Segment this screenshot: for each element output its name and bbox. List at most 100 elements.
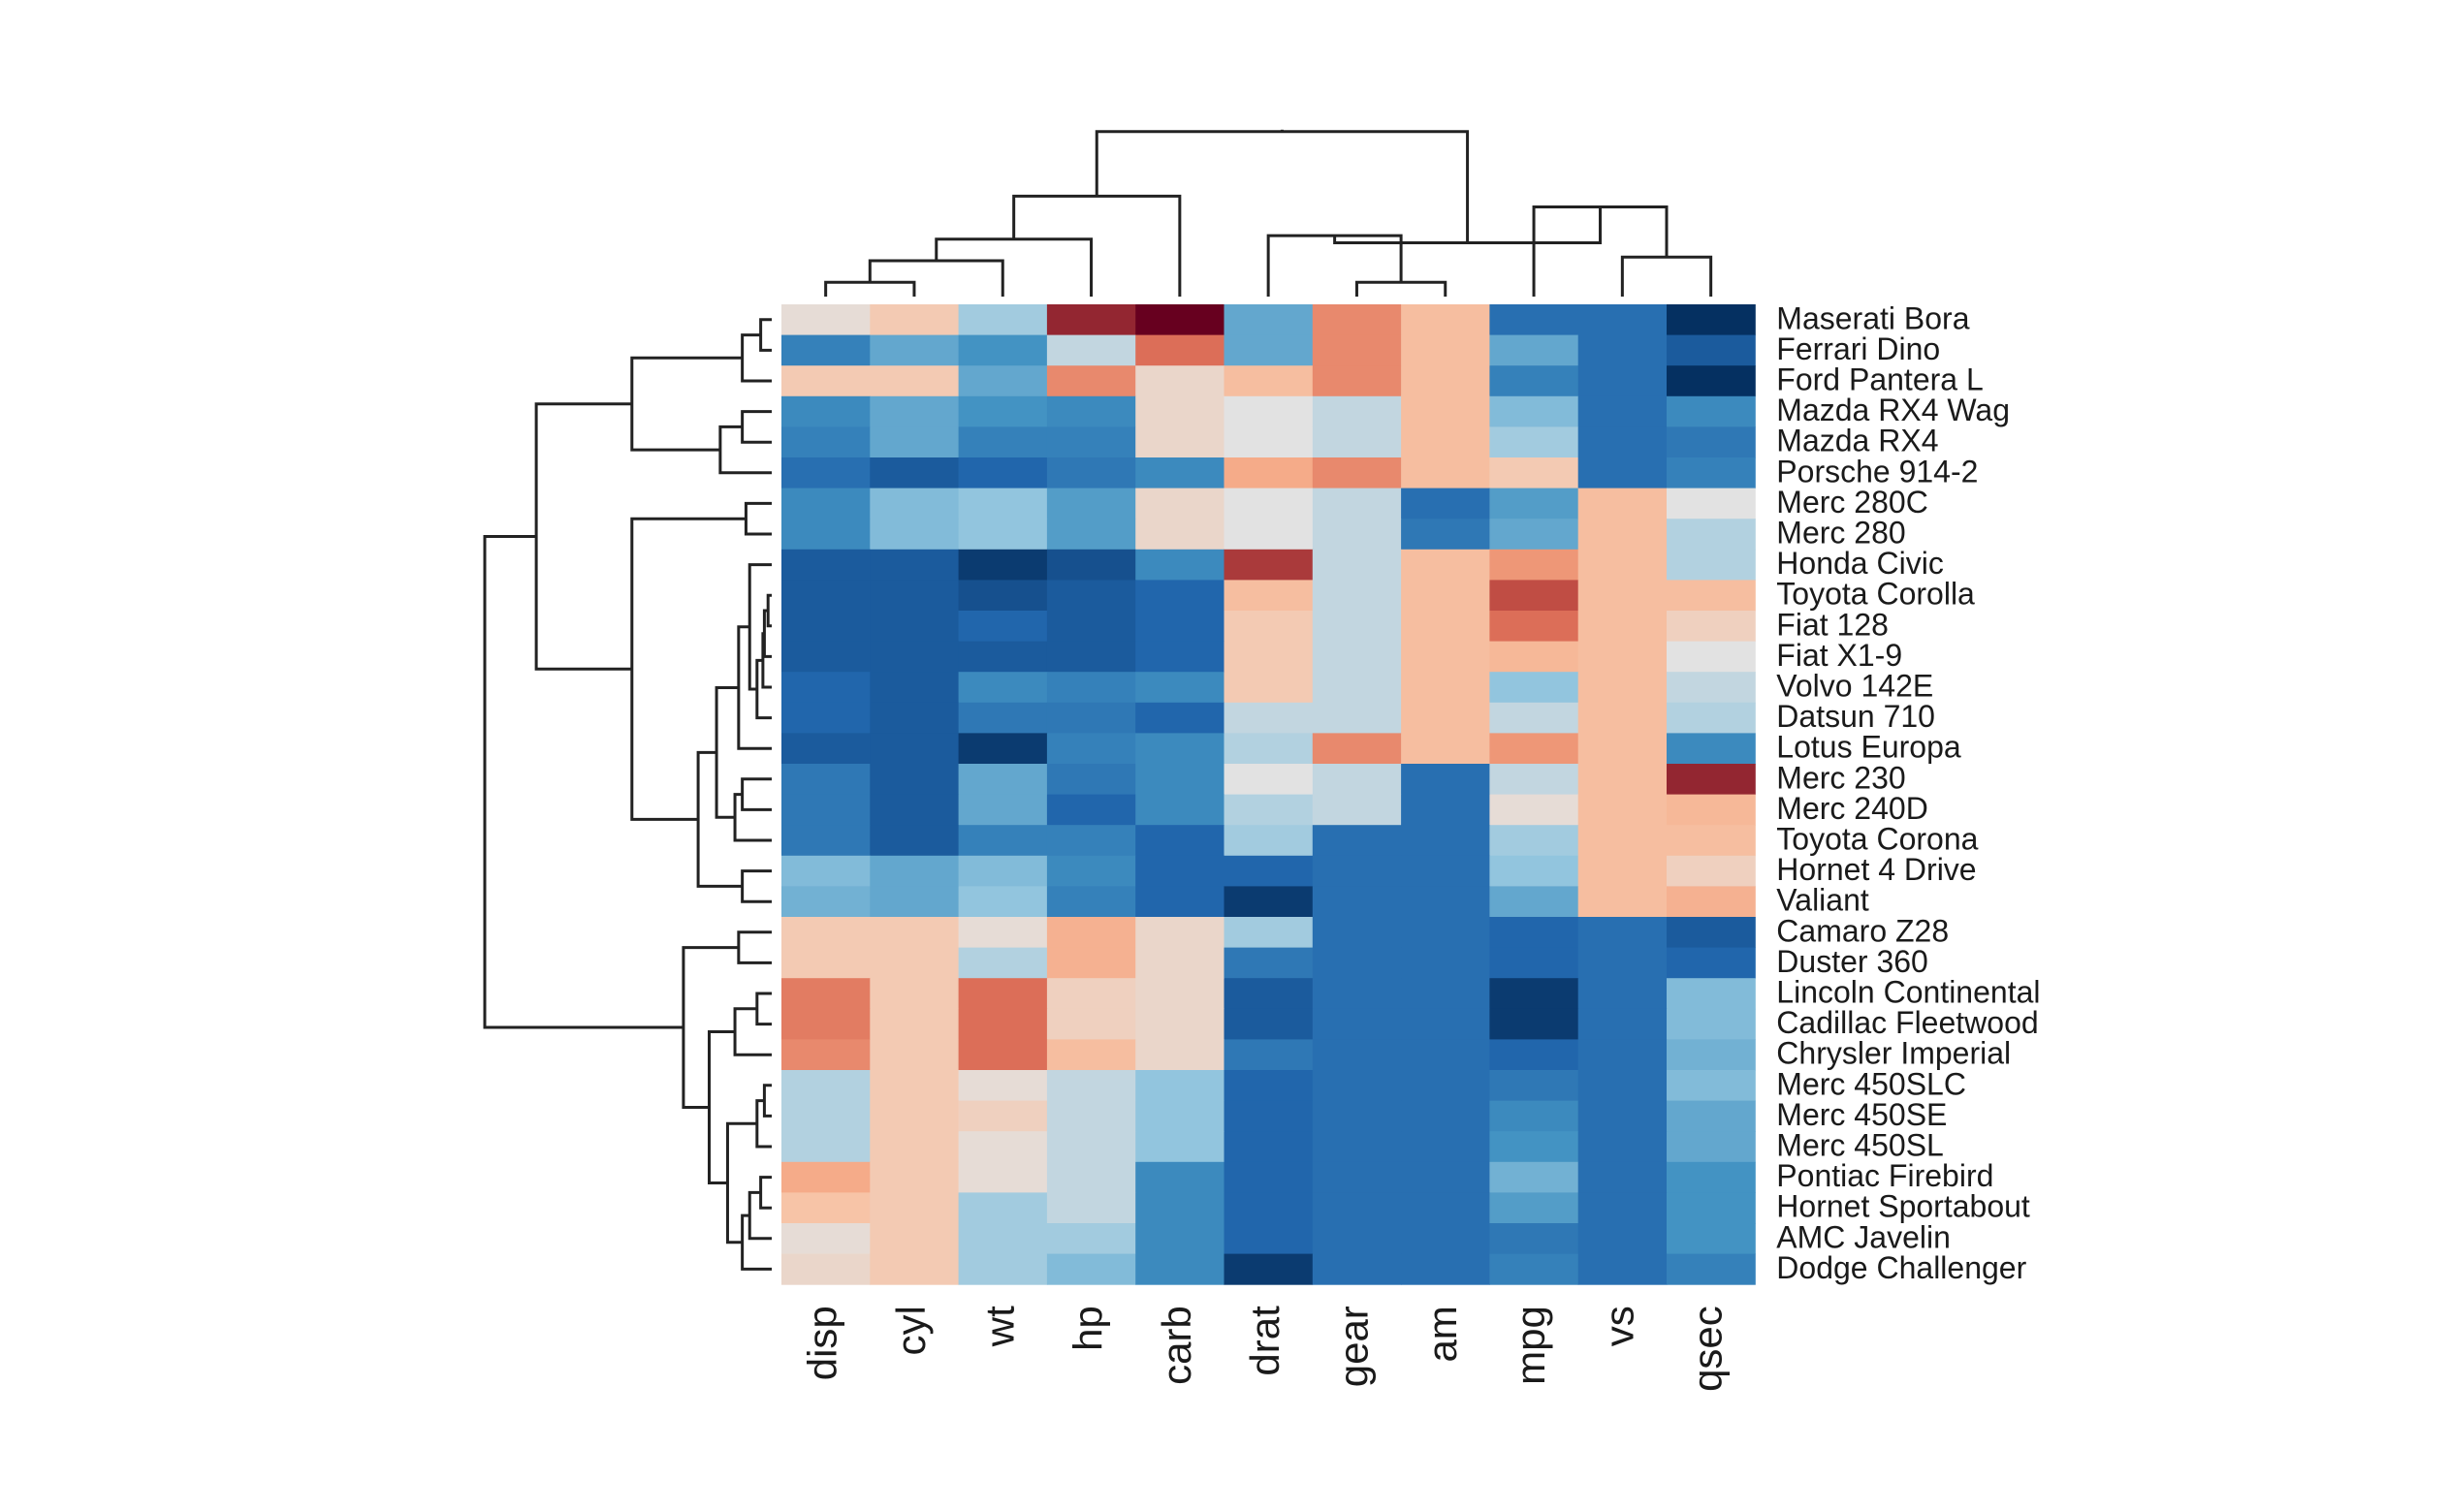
heatmap-cell	[1401, 794, 1490, 826]
heatmap-cell	[1224, 580, 1314, 612]
heatmap-cell	[1401, 978, 1490, 1010]
heatmap-cell	[870, 855, 960, 887]
heatmap-cell	[781, 519, 871, 551]
row-label: Ford Pantera L	[1776, 362, 1983, 396]
dendrogram-branch	[747, 1190, 772, 1241]
heatmap-cell	[1135, 426, 1224, 458]
heatmap-cell	[1135, 1192, 1224, 1224]
heatmap-cell	[1667, 1070, 1756, 1102]
dendrogram-branch	[483, 535, 684, 1029]
heatmap-cell	[1577, 334, 1668, 366]
row-label: Porsche 914-2	[1776, 454, 1978, 488]
dendrogram-branch	[733, 1007, 772, 1056]
heatmap-cell	[1224, 764, 1314, 796]
heatmap-cell	[781, 1070, 871, 1102]
heatmap-cell	[1401, 1100, 1490, 1132]
heatmap-cell	[1312, 426, 1402, 458]
row-label: Hornet 4 Drive	[1776, 852, 1976, 887]
dendrogram-branch	[759, 1176, 772, 1210]
dendrogram-branch	[747, 563, 772, 691]
heatmap-cell	[958, 549, 1048, 581]
heatmap-cell	[1046, 457, 1136, 489]
column-label: cyl	[888, 1306, 934, 1355]
heatmap-cell	[781, 488, 871, 520]
heatmap-cell	[1135, 886, 1224, 918]
heatmap-cell	[781, 549, 871, 581]
dendrogram-branch	[1354, 280, 1447, 297]
column-label: carb	[1154, 1306, 1199, 1385]
heatmap-cell	[870, 947, 960, 979]
heatmap-cell	[1224, 395, 1314, 427]
heatmap-cell	[958, 1131, 1048, 1163]
row-label: Merc 280C	[1776, 485, 1928, 520]
heatmap-cell	[1667, 304, 1756, 336]
heatmap-cell	[870, 917, 960, 949]
heatmap-cell	[781, 641, 871, 673]
row-label: Datsun 710	[1776, 699, 1935, 734]
heatmap-cell	[781, 1100, 871, 1132]
heatmap-cell	[870, 1100, 960, 1132]
heatmap-cell	[1577, 825, 1668, 857]
heatmap-cell	[1577, 457, 1668, 489]
heatmap-cell	[1577, 426, 1668, 458]
heatmap-cell	[1135, 1253, 1224, 1285]
heatmap-cell	[1135, 549, 1224, 581]
row-label: Toyota Corolla	[1776, 577, 1975, 612]
heatmap-cell	[958, 1039, 1048, 1071]
heatmap-cell	[1224, 304, 1314, 336]
heatmap-cell	[1046, 917, 1136, 949]
heatmap-cell	[1667, 855, 1756, 887]
row-label: Merc 450SLC	[1776, 1066, 1966, 1101]
heatmap-cell	[1401, 1008, 1490, 1040]
dendrogram-branch	[696, 750, 743, 888]
heatmap-cell	[1667, 580, 1756, 612]
heatmap-cell	[1312, 794, 1402, 826]
heatmap-cell	[1401, 917, 1490, 949]
heatmap-cell	[958, 1192, 1048, 1224]
heatmap-cell	[1489, 1223, 1579, 1255]
heatmap-cell	[1046, 1070, 1136, 1102]
row-label: Dodge Challenger	[1776, 1250, 2026, 1285]
dendrogram-branch	[1620, 255, 1713, 297]
heatmap-cell	[781, 1008, 871, 1040]
column-label: gear	[1331, 1306, 1377, 1387]
heatmap-cell	[1667, 733, 1756, 765]
dendrogram-branch	[1095, 130, 1470, 243]
dendrogram-branch	[741, 869, 772, 903]
dendrogram-branch	[630, 356, 743, 452]
heatmap-cell	[1312, 457, 1402, 489]
dendrogram-branch	[759, 318, 772, 352]
heatmap-cell	[1489, 488, 1579, 520]
heatmap-cell	[1312, 1070, 1402, 1102]
heatmap-cell	[1577, 702, 1668, 734]
dendrogram-branch	[707, 1030, 736, 1185]
heatmap-cell	[781, 580, 871, 612]
heatmap-cell	[1046, 672, 1136, 704]
heatmap-cell	[1577, 488, 1668, 520]
heatmap-cell	[1489, 365, 1579, 397]
heatmap-cell	[1667, 426, 1756, 458]
heatmap-cell	[1489, 1253, 1579, 1285]
heatmap-cell	[1489, 334, 1579, 366]
row-label: Valiant	[1776, 883, 1869, 918]
heatmap-cell	[1489, 733, 1579, 765]
heatmap-cell	[1401, 947, 1490, 979]
heatmap-cell	[870, 457, 960, 489]
heatmap-cell	[958, 334, 1048, 366]
heatmap-cell	[1401, 611, 1490, 643]
heatmap-cell	[1046, 549, 1136, 581]
heatmap-cell	[1312, 365, 1402, 397]
heatmap-cell	[1046, 426, 1136, 458]
heatmap-cell	[1135, 855, 1224, 887]
heatmap-cell	[958, 978, 1048, 1010]
column-label: drat	[1242, 1306, 1288, 1376]
heatmap-cell	[1224, 549, 1314, 581]
dendrogram-branch	[534, 402, 632, 671]
heatmap-cell	[1489, 426, 1579, 458]
heatmap-cell	[1135, 1070, 1224, 1102]
heatmap-cell	[958, 1100, 1048, 1132]
heatmap-cell	[1577, 1253, 1668, 1285]
heatmap-cell	[870, 978, 960, 1010]
heatmap-cell	[958, 1008, 1048, 1040]
heatmap-cell	[1489, 825, 1579, 857]
